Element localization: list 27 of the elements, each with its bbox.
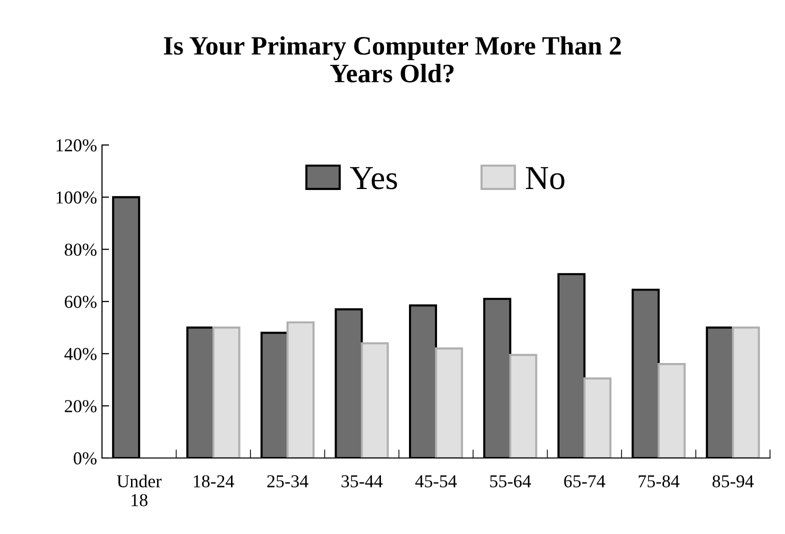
- bar: [212, 326, 240, 458]
- bar: [434, 347, 464, 458]
- x-tick-label: 25-34: [267, 475, 308, 488]
- legend-label: No: [526, 167, 564, 190]
- chart-title: Is Your Primary Computer More Than 2 Years Old?: [164, 36, 621, 83]
- y-tick-label: 20%: [64, 400, 97, 412]
- legend-label: Yes: [350, 167, 398, 190]
- bar: [509, 354, 538, 458]
- bar: [286, 321, 315, 458]
- x-tick-label: Under 18: [116, 474, 162, 506]
- x-tick-label: 55-64: [490, 475, 531, 488]
- bar: [732, 326, 760, 458]
- x-tick-label: 35-44: [342, 475, 383, 488]
- y-tick-label: 120%: [56, 139, 97, 152]
- y-tick-label: 0%: [74, 452, 97, 464]
- x-tick-label: 18-24: [194, 475, 234, 488]
- y-tick-label: 100%: [56, 191, 97, 204]
- x-tick-label: 65-74: [564, 475, 606, 488]
- bar: [360, 342, 389, 458]
- x-tick-label: 75-84: [638, 475, 680, 488]
- y-tick-label: 80%: [64, 244, 97, 256]
- y-tick-label: 40%: [64, 348, 97, 360]
- bar: [658, 363, 686, 458]
- y-tick-label: 60%: [64, 296, 97, 308]
- x-tick-label: 85-94: [712, 475, 754, 488]
- x-tick-label: 45-54: [415, 475, 457, 488]
- bar: [583, 377, 612, 458]
